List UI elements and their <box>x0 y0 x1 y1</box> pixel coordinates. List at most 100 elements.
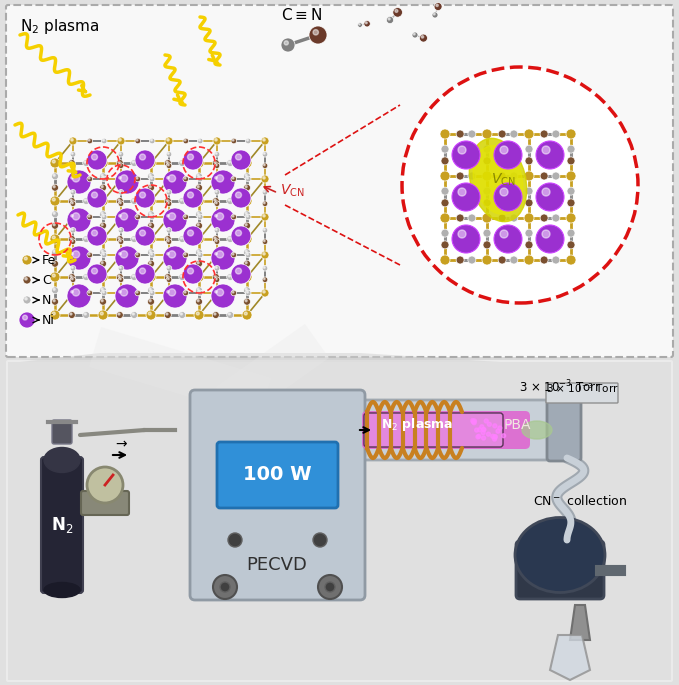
Circle shape <box>440 255 450 265</box>
Circle shape <box>179 236 185 242</box>
Circle shape <box>217 213 223 220</box>
Circle shape <box>245 214 251 220</box>
Circle shape <box>261 213 269 221</box>
Circle shape <box>231 150 251 170</box>
Circle shape <box>236 192 242 198</box>
Circle shape <box>525 157 533 165</box>
FancyBboxPatch shape <box>364 413 503 447</box>
Circle shape <box>181 237 183 239</box>
Circle shape <box>359 23 360 25</box>
Circle shape <box>194 158 204 168</box>
Circle shape <box>244 287 251 294</box>
Circle shape <box>53 250 55 252</box>
Circle shape <box>524 255 534 265</box>
Circle shape <box>245 288 247 290</box>
Circle shape <box>166 277 172 282</box>
Circle shape <box>101 212 103 214</box>
FancyBboxPatch shape <box>6 5 673 357</box>
Circle shape <box>483 157 491 165</box>
Circle shape <box>71 153 73 154</box>
Circle shape <box>132 237 134 239</box>
Circle shape <box>71 266 73 269</box>
Circle shape <box>98 196 108 206</box>
Circle shape <box>70 201 76 206</box>
Circle shape <box>100 173 107 179</box>
Circle shape <box>231 290 236 296</box>
Circle shape <box>168 202 169 203</box>
Circle shape <box>500 230 508 238</box>
Circle shape <box>183 290 189 296</box>
Circle shape <box>281 38 295 52</box>
Circle shape <box>494 225 522 253</box>
Circle shape <box>187 154 194 160</box>
Circle shape <box>179 312 185 319</box>
Circle shape <box>498 426 502 430</box>
Circle shape <box>73 175 79 182</box>
Circle shape <box>136 177 138 179</box>
Circle shape <box>120 229 121 230</box>
Circle shape <box>147 260 155 267</box>
Circle shape <box>231 176 236 182</box>
Circle shape <box>542 230 550 238</box>
Circle shape <box>194 234 204 244</box>
Circle shape <box>552 214 560 222</box>
Ellipse shape <box>522 421 552 439</box>
Circle shape <box>98 158 108 168</box>
Circle shape <box>118 237 120 239</box>
Text: C: C <box>42 273 51 286</box>
Circle shape <box>199 139 200 141</box>
Circle shape <box>468 256 476 264</box>
Circle shape <box>118 201 124 206</box>
Circle shape <box>456 214 464 222</box>
Circle shape <box>567 241 575 249</box>
Polygon shape <box>20 355 660 360</box>
Circle shape <box>52 249 58 256</box>
Circle shape <box>199 253 200 255</box>
Circle shape <box>120 251 128 258</box>
Circle shape <box>146 310 156 320</box>
Circle shape <box>53 186 55 188</box>
Circle shape <box>87 264 107 284</box>
Circle shape <box>116 160 124 166</box>
Circle shape <box>364 21 370 27</box>
Circle shape <box>147 287 155 294</box>
Circle shape <box>67 170 91 194</box>
Circle shape <box>245 299 247 301</box>
Circle shape <box>117 137 125 145</box>
Circle shape <box>242 272 252 282</box>
Circle shape <box>167 138 169 141</box>
Circle shape <box>197 250 199 252</box>
Circle shape <box>148 236 151 239</box>
Circle shape <box>263 290 265 293</box>
Circle shape <box>164 273 171 280</box>
Circle shape <box>119 177 121 179</box>
Circle shape <box>101 252 107 258</box>
Circle shape <box>120 202 121 203</box>
Circle shape <box>468 214 476 222</box>
Circle shape <box>130 160 138 166</box>
Text: N$_2$ plasma: N$_2$ plasma <box>381 416 454 432</box>
Circle shape <box>135 176 141 182</box>
Circle shape <box>456 256 464 264</box>
Circle shape <box>100 236 103 239</box>
Circle shape <box>263 214 265 217</box>
Circle shape <box>458 230 466 238</box>
Circle shape <box>120 175 128 182</box>
Circle shape <box>552 130 560 138</box>
Circle shape <box>244 274 247 277</box>
Circle shape <box>211 208 235 232</box>
Circle shape <box>118 151 124 157</box>
Circle shape <box>236 268 242 274</box>
Circle shape <box>23 276 31 284</box>
Circle shape <box>149 299 151 301</box>
Circle shape <box>71 290 73 293</box>
Circle shape <box>228 313 230 315</box>
Circle shape <box>196 274 199 277</box>
Circle shape <box>525 241 533 249</box>
Circle shape <box>92 154 98 160</box>
Circle shape <box>149 176 155 182</box>
Circle shape <box>164 160 171 166</box>
Circle shape <box>83 312 90 319</box>
Circle shape <box>103 139 105 141</box>
Circle shape <box>24 257 27 260</box>
